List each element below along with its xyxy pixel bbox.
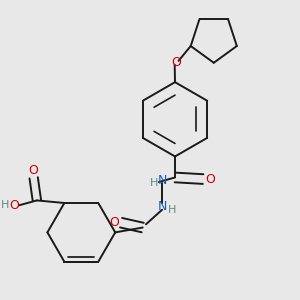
Text: O: O xyxy=(172,56,182,69)
Text: O: O xyxy=(29,164,39,177)
Text: O: O xyxy=(110,216,119,229)
Text: H: H xyxy=(168,205,177,215)
Text: N: N xyxy=(158,200,167,213)
Text: O: O xyxy=(9,199,19,212)
Text: N: N xyxy=(158,173,167,187)
Text: H: H xyxy=(150,178,158,188)
Text: O: O xyxy=(205,172,215,186)
Text: H: H xyxy=(0,200,9,210)
